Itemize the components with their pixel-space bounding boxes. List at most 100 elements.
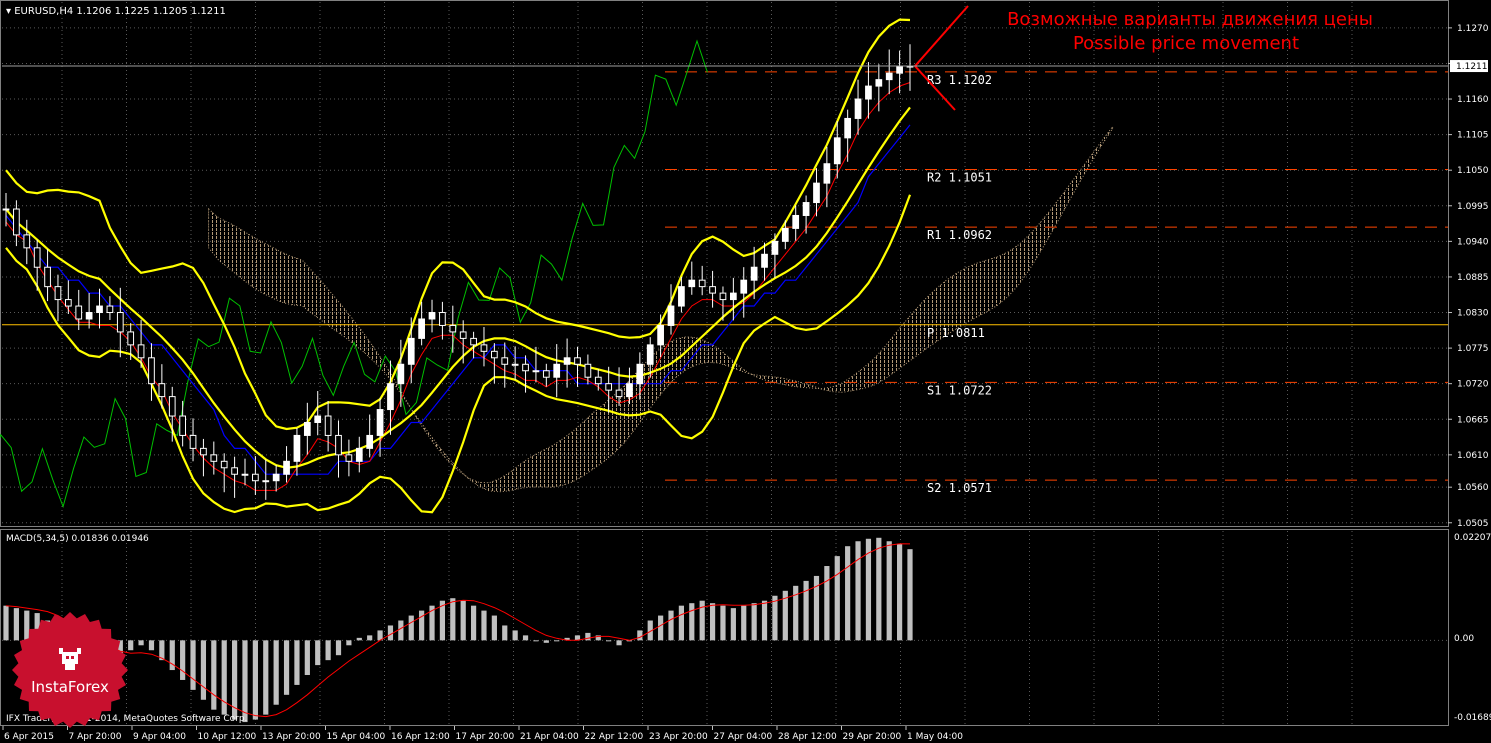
- candle-body: [148, 357, 155, 385]
- macd-frame: [0, 529, 1449, 726]
- candle-body: [96, 305, 103, 314]
- macd-bar: [595, 635, 601, 641]
- candle-body: [75, 305, 83, 320]
- bollinger-middle: [5, 106, 911, 469]
- level-label: S1 1.0722: [927, 383, 992, 397]
- candle-body: [542, 370, 550, 378]
- y-tick-label: 1.0775: [1457, 344, 1489, 354]
- macd-bar: [408, 615, 414, 641]
- candle-body: [376, 409, 384, 436]
- candle-body: [262, 480, 270, 483]
- chikou-line: [0, 39, 708, 509]
- candle-body: [355, 447, 363, 462]
- macd-bar: [751, 603, 757, 641]
- x-tick-label: 7 Apr 20:00: [69, 732, 122, 742]
- level-label: R3 1.1202: [927, 73, 992, 87]
- macd-bar: [138, 640, 144, 646]
- current-price-badge: [1450, 60, 1488, 73]
- candle-body: [532, 370, 540, 373]
- macd-bar: [741, 605, 747, 641]
- candle-body: [844, 117, 852, 139]
- macd-bar: [491, 615, 497, 641]
- macd-bar: [668, 610, 674, 641]
- macd-bar: [626, 640, 633, 642]
- candle-body: [823, 163, 831, 184]
- candle-body: [220, 460, 228, 469]
- candle-body: [750, 266, 758, 281]
- y-tick-label: 1.1160: [1457, 95, 1489, 105]
- macd-bar: [512, 630, 518, 641]
- macd-bar: [3, 605, 9, 641]
- current-price-label: 1.1211: [1456, 62, 1488, 72]
- cloud-area: [208, 125, 1114, 493]
- candle-body: [678, 286, 685, 307]
- macd-bar: [543, 640, 549, 643]
- macd-bar: [346, 640, 352, 646]
- macd-bar: [793, 585, 799, 641]
- candle-body: [740, 279, 748, 294]
- candle-body: [137, 344, 145, 359]
- macd-bar: [637, 630, 643, 641]
- level-label: R2 1.1051: [927, 171, 992, 185]
- macd-bar: [159, 640, 165, 661]
- candle-body: [158, 383, 166, 398]
- macd-bar: [232, 640, 238, 720]
- candle-body: [615, 389, 623, 398]
- macd-bar: [865, 538, 872, 641]
- header-triangle-icon: ▾: [6, 6, 14, 17]
- candle-body: [553, 363, 561, 378]
- annotation-en: Possible price movement: [1073, 33, 1299, 54]
- pivot-levels: R3 1.1202 R2 1.1051 R1 1.0962 P 1.0811 S1 1.…: [2, 71, 1448, 495]
- candle-body: [709, 286, 716, 294]
- candle-body: [865, 85, 872, 100]
- candle-body: [698, 279, 706, 288]
- candle-body: [210, 454, 218, 462]
- y-tick-label: 1.1270: [1457, 24, 1489, 34]
- candle-body: [501, 357, 509, 365]
- macd-axis-bottom: -0.01689: [1454, 713, 1491, 723]
- macd-bar: [709, 603, 716, 641]
- candle-body: [303, 421, 311, 436]
- macd-bar: [855, 541, 861, 641]
- macd-bar: [180, 640, 186, 680]
- x-tick-label: 23 Apr 20:00: [649, 732, 708, 742]
- candle-body: [397, 363, 405, 385]
- macd-bar: [803, 580, 809, 641]
- candle-body: [813, 182, 820, 204]
- candle-body: [407, 337, 415, 365]
- candle-body: [283, 460, 290, 475]
- candle-body: [511, 363, 519, 366]
- candle-body: [418, 318, 425, 339]
- candle-body: [771, 240, 779, 255]
- macd-signal-line: [5, 543, 911, 718]
- candle-body: [252, 473, 259, 482]
- candle-body: [657, 324, 664, 346]
- candle-body: [13, 208, 20, 236]
- candle-body: [522, 363, 529, 372]
- macd-bar: [606, 640, 612, 642]
- macd-bar: [782, 590, 788, 641]
- macd-bar: [699, 600, 705, 641]
- macd-bar: [585, 632, 591, 641]
- macd-bar: [564, 637, 570, 641]
- macd-bar: [429, 605, 435, 641]
- candle-body: [636, 363, 644, 385]
- macd-bar: [897, 543, 903, 641]
- macd-bar: [678, 605, 684, 641]
- bollinger-upper: [5, 18, 911, 431]
- x-tick-label: 22 Apr 12:00: [585, 732, 644, 742]
- candle-body: [626, 383, 633, 398]
- y-tick-label: 1.1050: [1457, 166, 1489, 176]
- macd-axis-zero: 0.00: [1454, 634, 1474, 644]
- y-tick-label: 1.0885: [1457, 273, 1489, 283]
- price-axis: 1.12701.12151.11601.11051.10501.09951.09…: [2, 24, 1489, 529]
- kijun-line: [5, 124, 911, 475]
- y-tick-label: 1.0610: [1457, 451, 1489, 461]
- candle-body: [688, 279, 696, 288]
- time-axis: 6 Apr 2015 7 Apr 20:00 9 Apr 04:00 10 Apr 1…: [2, 726, 963, 742]
- candle-body: [792, 214, 800, 229]
- macd-bar: [647, 620, 653, 641]
- macd-bar: [834, 556, 840, 641]
- macd-bar: [283, 640, 290, 695]
